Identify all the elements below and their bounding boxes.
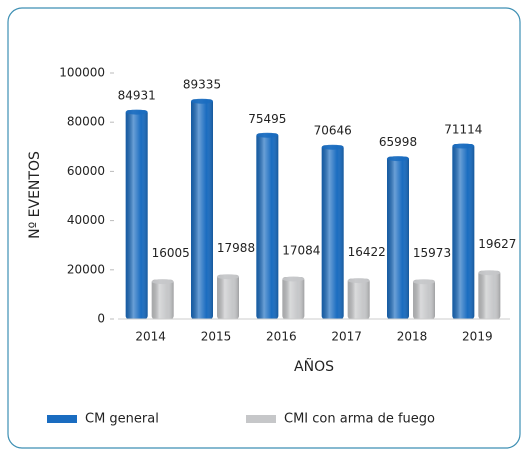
bar-shine <box>282 276 305 319</box>
x-axis-title: AÑOS <box>294 358 334 375</box>
bar-shine <box>347 278 370 319</box>
bar-top <box>256 132 279 138</box>
y-tick-label: 0 <box>97 312 105 326</box>
bar-top <box>347 278 370 284</box>
x-tick-label: 2017 <box>331 330 362 344</box>
x-tick-label: 2019 <box>462 330 493 344</box>
x-tick-label: 2015 <box>201 330 232 344</box>
value-label: 16422 <box>348 245 386 259</box>
bar-top <box>191 98 213 104</box>
value-label: 17988 <box>217 241 255 255</box>
bar-top <box>282 276 305 282</box>
bar-shine <box>217 274 239 319</box>
y-tick-label: 100000 <box>59 66 105 80</box>
legend-label: CMI con arma de fuego <box>284 412 435 427</box>
x-tick-label: 2016 <box>266 330 297 344</box>
x-tick-label: 2014 <box>135 330 166 344</box>
x-tick-label: 2018 <box>397 330 428 344</box>
y-axis-title: Nº EVENTOS <box>27 151 43 239</box>
value-label: 19627 <box>478 237 516 251</box>
bar-shine <box>478 270 501 319</box>
bar-shine <box>125 110 148 320</box>
y-tick-label: 20000 <box>67 262 105 276</box>
value-label: 16005 <box>152 246 190 260</box>
value-label: 89335 <box>183 78 221 92</box>
y-tick-label: 60000 <box>67 164 105 178</box>
value-label: 65998 <box>379 135 417 149</box>
bar-top <box>387 156 409 162</box>
bar-shine <box>413 279 435 319</box>
bar-shine <box>387 156 409 319</box>
bar-top <box>321 144 344 150</box>
y-tick-label: 80000 <box>67 115 105 129</box>
value-label: 84931 <box>118 89 156 103</box>
value-label: 70646 <box>314 124 352 138</box>
y-tick-label: 40000 <box>67 213 105 227</box>
bar-shine <box>452 144 475 319</box>
legend-swatch <box>246 415 276 423</box>
bar-top <box>452 143 475 149</box>
value-label: 17084 <box>282 243 320 257</box>
bar-shine <box>256 133 279 319</box>
value-label: 15973 <box>413 246 451 260</box>
bar-top <box>413 279 435 285</box>
bar-top <box>217 274 239 280</box>
value-label: 75495 <box>248 112 286 126</box>
bar-top <box>151 279 174 285</box>
bar-shine <box>191 99 213 319</box>
bar-top <box>478 270 501 276</box>
legend-label: CM general <box>85 412 159 427</box>
bar-shine <box>151 279 174 319</box>
bar-top <box>125 109 148 115</box>
bar-shine <box>321 145 344 319</box>
legend-swatch <box>47 415 77 423</box>
value-label: 71114 <box>444 123 482 137</box>
